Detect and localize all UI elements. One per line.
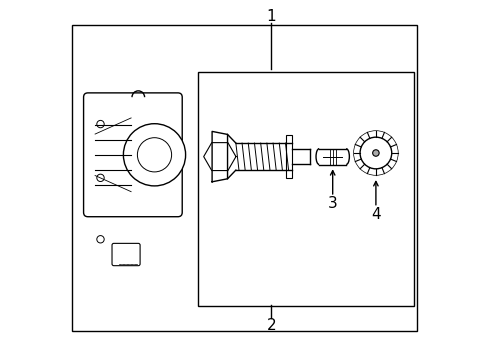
Circle shape [137,138,171,172]
FancyBboxPatch shape [83,93,182,217]
Circle shape [97,235,104,243]
Circle shape [97,120,104,128]
Text: 3: 3 [327,196,337,211]
Bar [72,25,416,331]
Text: 2: 2 [266,318,276,333]
Circle shape [359,137,391,169]
Bar [197,72,413,306]
Circle shape [123,124,185,186]
Circle shape [97,174,104,181]
Circle shape [372,150,378,156]
FancyBboxPatch shape [112,243,140,266]
Text: 4: 4 [370,207,380,222]
Text: 1: 1 [266,9,276,24]
Polygon shape [212,131,227,182]
Bar [285,135,292,178]
